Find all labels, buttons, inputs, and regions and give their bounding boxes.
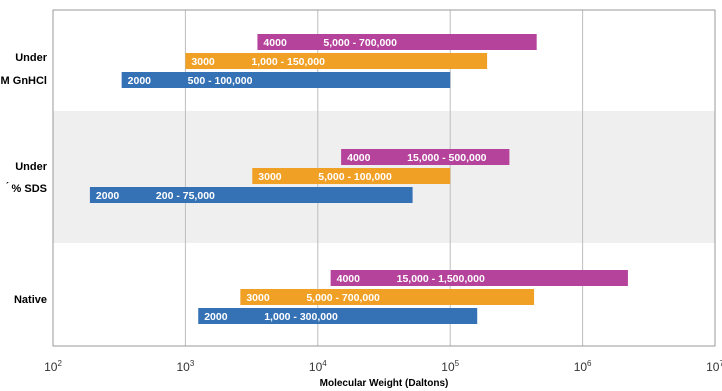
bar-3000 [185, 53, 488, 69]
bar-range-label: 1,000 - 150,000 [251, 56, 325, 68]
group-label-line: M GnHCl [1, 75, 47, 87]
bar-range-label: 200 - 75,000 [156, 190, 215, 202]
x-tick-label: 106 [574, 359, 592, 374]
x-axis-title: Molecular Weight (Daltons) [320, 378, 449, 389]
group-label-line: Under [15, 52, 48, 64]
bar-series-label: 3000 [258, 171, 282, 183]
bar-series-label: 4000 [347, 152, 371, 164]
group-label-line: Native [14, 294, 47, 306]
bars: 4000 5,000 - 700,000 3000 1,000 - 150,000 20… [89, 34, 628, 324]
bar-range-label: 5,000 - 700,000 [323, 37, 397, 49]
bar-series-label: 2000 [128, 75, 152, 87]
bar-2000 [198, 308, 478, 324]
bar-range-label: 500 - 100,000 [188, 75, 253, 87]
bar-range-label: 15,000 - 1,500,000 [397, 273, 485, 285]
bar-4000 [330, 270, 628, 286]
bar-series-label: 4000 [337, 273, 361, 285]
x-tick-exponent: 4 [322, 359, 327, 368]
x-tick-label: 107 [706, 359, 722, 374]
bar-series-label: 3000 [246, 292, 270, 304]
x-tick-base: 10 [441, 360, 455, 374]
x-tick-label: 103 [176, 359, 194, 374]
x-tick-base: 10 [176, 360, 190, 374]
bar-4000 [257, 34, 537, 50]
bar-range-label: 15,000 - 500,000 [407, 152, 487, 164]
bar-range-label: 5,000 - 700,000 [306, 292, 380, 304]
x-tick-label: 105 [441, 359, 459, 374]
x-tick-exponent: 2 [57, 359, 62, 368]
x-tick-exponent: 7 [719, 359, 722, 368]
bar-series-label: 2000 [204, 311, 228, 323]
x-tick-exponent: 5 [455, 359, 460, 368]
x-tick-base: 10 [574, 360, 588, 374]
x-tick-label: 102 [44, 359, 62, 374]
x-tick-base: 10 [309, 360, 323, 374]
bar-series-label: 3000 [191, 56, 215, 68]
x-tick-label: 104 [309, 359, 327, 374]
bar-range-label: 1,000 - 300,000 [264, 311, 338, 323]
bar-3000 [240, 289, 535, 305]
bar-2000 [89, 187, 413, 203]
x-tick-labels: 102 103 104 105 106 107 [44, 359, 722, 374]
x-tick-exponent: 6 [587, 359, 592, 368]
bar-series-label: 2000 [96, 190, 120, 202]
group-label-line: Under [15, 161, 48, 173]
bar-2000 [121, 72, 451, 88]
x-tick-base: 10 [44, 360, 58, 374]
x-tick-base: 10 [706, 360, 720, 374]
bar-series-label: 4000 [263, 37, 287, 49]
group-labels: Under M GnHCl Undeŕ % SDS Native [1, 52, 48, 306]
plot-frame [52, 9, 716, 347]
group-label-line: ́ % SDS [5, 181, 47, 195]
bar-range-label: 5,000 - 100,000 [318, 171, 392, 183]
x-tick-exponent: 3 [190, 359, 195, 368]
bar-4000 [341, 149, 510, 165]
bar-3000 [252, 168, 451, 184]
